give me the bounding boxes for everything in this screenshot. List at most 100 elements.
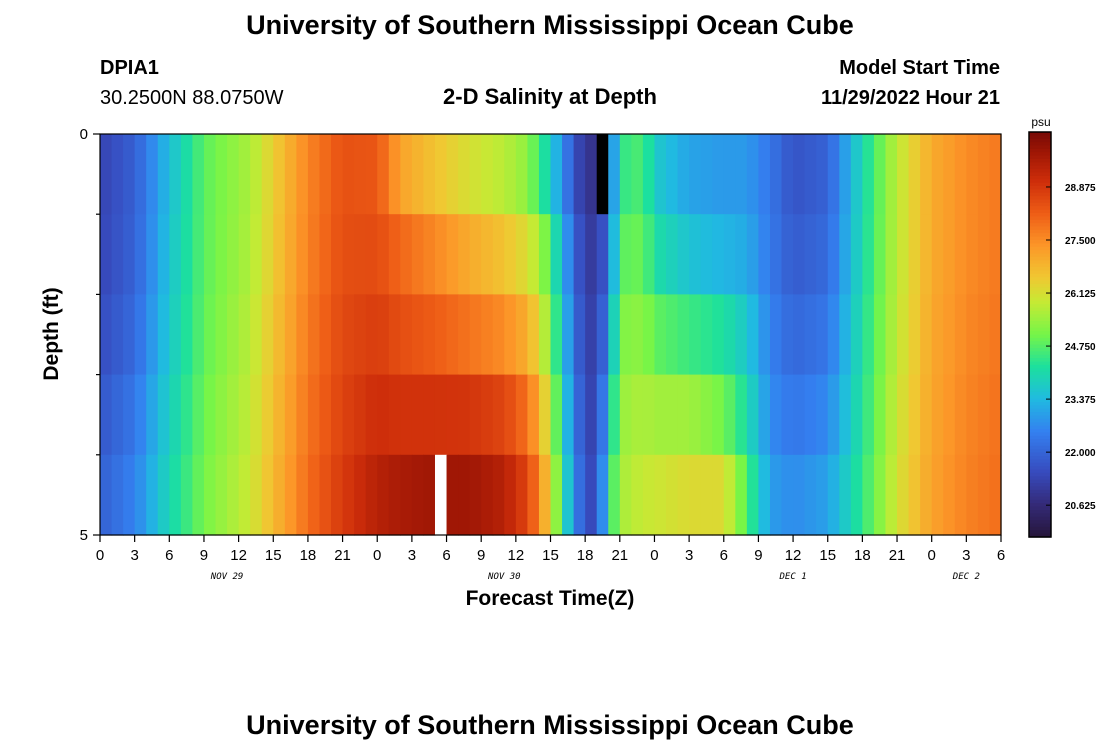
heatmap-cell [400,294,413,376]
heatmap-cell [862,134,875,215]
heatmap-cell [723,294,736,376]
heatmap-cell [458,454,471,536]
heatmap-cell [908,214,921,295]
x-tick-label: 18 [577,547,594,564]
heatmap-cell [989,294,1002,376]
colorbar-segment [1029,364,1051,369]
heatmap-cell [504,134,517,215]
colorbar-segment [1029,152,1051,157]
heatmap-cell [573,134,586,215]
heatmap-cell [954,214,967,295]
heatmap-cell [827,134,840,215]
heatmap-cell [793,214,806,295]
heatmap-cell [562,134,575,215]
heatmap-cell [458,134,471,215]
heatmap-cell [781,214,794,295]
heatmap-cell [827,374,840,456]
heatmap-cell [746,214,760,295]
x-tick-label: 0 [373,547,381,564]
heatmap-cell [319,454,332,536]
heatmap-cell [712,214,725,295]
heatmap-cell [850,214,863,295]
heatmap-cell [365,134,378,215]
heatmap-cell [434,214,448,295]
colorbar-segment [1029,304,1051,309]
colorbar-segment [1029,412,1051,417]
bottom-title: University of Southern Mississippi Ocean… [246,710,854,740]
heatmap-cell [388,294,401,376]
heatmap-cell [111,294,124,376]
heatmap-cell [769,214,783,295]
x-tick-label: 12 [508,547,525,564]
colorbar-segment [1029,506,1051,511]
heatmap-cell [585,214,598,295]
heatmap-cell [585,454,598,536]
heatmap-cell [100,454,113,536]
colorbar-segment [1029,240,1051,244]
colorbar-segment [1029,489,1051,494]
heatmap-cell [169,454,182,536]
heatmap-cell [735,454,748,536]
heatmap-cell [169,294,182,376]
heatmap-cell [273,134,286,215]
heatmap-cell [146,294,159,376]
heatmap-cell [238,454,251,536]
heatmap-cell [642,374,656,456]
heatmap-cell [492,374,505,456]
heatmap-cell [897,454,910,536]
heatmap-cell [411,454,425,536]
colorbar-segment [1029,145,1051,150]
heatmap-cell [203,454,217,536]
heatmap-cell [215,454,228,536]
heatmap-cell [123,134,136,215]
heatmap-cell [642,294,656,376]
heatmap-cell [781,134,794,215]
heatmap-cell [596,134,609,215]
colorbar-segment [1029,206,1051,211]
colorbar-segment [1029,280,1051,285]
heatmap-cell [816,294,829,376]
heatmap-cell [700,454,713,536]
heatmap-cell [642,214,656,295]
heatmap-cell [203,214,217,295]
heatmap-cell [354,374,367,456]
heatmap-cell [296,134,309,215]
heatmap-cell [873,454,887,536]
colorbar-unit: psu [1031,115,1050,129]
heatmap-cell [238,374,251,456]
heatmap-cell [550,214,563,295]
x-tick-label: 6 [997,547,1005,564]
colorbar-segment [1029,378,1051,383]
colorbar-segment [1029,324,1051,329]
heatmap-cell [666,214,679,295]
x-tick-label: 9 [754,547,762,564]
colorbar-segment [1029,459,1051,464]
colorbar-segment [1029,148,1051,153]
heatmap-cell [631,214,644,295]
heatmap-cell [631,134,644,215]
heatmap-cell [746,454,760,536]
heatmap-cell [388,134,401,215]
heatmap-cell [492,454,505,536]
heatmap-cell [100,374,113,456]
heatmap-cell [227,294,240,376]
heatmap-cell [573,374,586,456]
heatmap-cell [538,294,552,376]
y-tick-label: 5 [80,527,88,544]
heatmap-cell [446,214,459,295]
colorbar-tick-label: 27.500 [1065,236,1096,247]
heatmap-cell [804,134,817,215]
heatmap-cell [411,134,425,215]
heatmap-cell [873,134,887,215]
heatmap-cell [850,134,863,215]
x-tick-label: 15 [542,547,559,564]
heatmap-cell [619,374,632,456]
heatmap-cell [804,374,817,456]
colorbar-segment [1029,510,1051,514]
heatmap-cell [215,294,228,376]
heatmap-cell [931,374,944,456]
heatmap-cell [723,374,736,456]
heatmap-cell [977,294,991,376]
heatmap-cell [700,134,713,215]
heatmap-cell [608,294,621,376]
